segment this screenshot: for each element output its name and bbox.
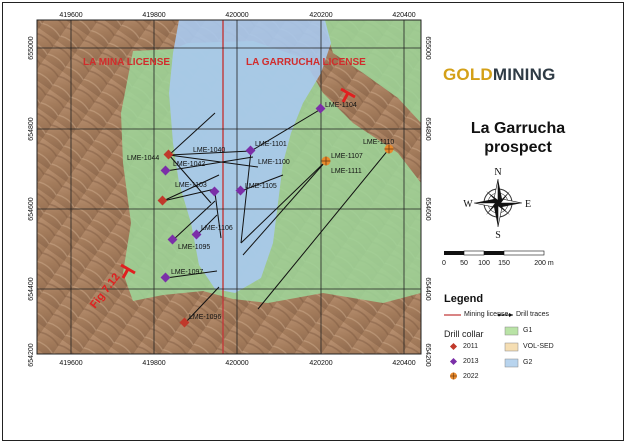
label-lme-1097: LME-1097 <box>171 269 203 276</box>
figure-frame: LME-1104 LME-1110 LME-1107 LME-1111 LME-… <box>2 2 624 441</box>
compass-w: W <box>463 199 473 210</box>
legend-volsed-swatch <box>504 342 519 352</box>
scale-label-150: 150 <box>498 260 510 267</box>
grid-x-label-bottom-3: 420200 <box>309 360 332 367</box>
compass-e: E <box>525 199 531 210</box>
grid-x-label-bottom-1: 419800 <box>142 360 165 367</box>
collar-lme-1097[interactable] <box>160 272 171 283</box>
map-border <box>36 19 422 355</box>
label-lme-1096: LME-1096 <box>189 314 221 321</box>
fig-section-marker-sw <box>120 263 136 279</box>
legend-g1-label: G1 <box>523 327 533 334</box>
compass-s: S <box>495 230 501 241</box>
compass-n: N <box>494 167 501 178</box>
grid-y-label-right-3: 654400 <box>424 277 431 300</box>
la-garrucha-license-label: LA GARRUCHA LICENSE <box>246 57 366 68</box>
legend-volsed-label: VOL-SED <box>523 343 554 350</box>
grid-y-label-right-2: 654600 <box>424 197 431 220</box>
grid-x-label-bottom-4: 420400 <box>392 360 415 367</box>
scale-label-200: 200 m <box>534 260 554 267</box>
scale-bar: 0 50 100 150 200 m <box>442 250 554 267</box>
legend-2013-marker <box>449 357 458 366</box>
collar-lme-1110[interactable] <box>384 144 394 154</box>
grid-y-label-right-0: 655000 <box>424 36 431 59</box>
la-mina-license-label: LA MINA LICENSE <box>83 57 170 68</box>
compass-rose-icon <box>473 178 523 228</box>
logo-gold-text: GOLD <box>443 65 493 84</box>
scale-label-100: 100 <box>478 260 490 267</box>
grid-x-label-top-4: 420400 <box>392 12 415 19</box>
collar-lme-1095[interactable] <box>167 234 178 245</box>
prospect-title: La Garrucha prospect <box>443 119 593 157</box>
legend-g2-label: G2 <box>523 359 533 366</box>
collar-lme-2011b[interactable] <box>157 195 168 206</box>
label-lme-1110: LME-1110 <box>363 139 394 146</box>
label-lme-1106: LME-1106 <box>201 225 233 232</box>
prospect-title-line-1: La Garrucha <box>470 120 566 137</box>
legend-2013-label: 2013 <box>463 358 479 365</box>
grid-y-label-left-2: 654600 <box>28 197 35 220</box>
grid-x-label-bottom-0: 419600 <box>59 360 82 367</box>
grid-y-label-left-0: 655000 <box>28 36 35 59</box>
grid-x-label-top-1: 419800 <box>142 12 165 19</box>
label-lme-1042: LME-1042 <box>173 161 205 168</box>
collar-lme-1044[interactable] <box>163 149 174 160</box>
collar-lme-1040[interactable] <box>245 145 256 156</box>
collar-lme-1042[interactable] <box>160 165 171 176</box>
label-lme-1101: LME-1101 <box>255 141 287 148</box>
map-area: LME-1104 LME-1110 LME-1107 LME-1111 LME-… <box>28 12 431 367</box>
drill-traces <box>162 108 390 324</box>
legend-drill-collar-title: Drill collar <box>444 329 484 339</box>
legend-2011-marker <box>449 342 458 351</box>
legend-title: Legend <box>444 293 484 305</box>
legend-g2-swatch <box>504 358 519 368</box>
label-lme-1100: LME-1100 <box>258 159 290 166</box>
label-lme-1104: LME-1104 <box>325 102 357 109</box>
legend-2011-label: 2011 <box>463 343 479 350</box>
grid-x-label-bottom-2: 420000 <box>225 360 248 367</box>
collar-lme-1107[interactable] <box>321 156 331 166</box>
label-lme-1095: LME-1095 <box>178 244 210 251</box>
legend-symbols <box>444 313 519 380</box>
grid-y-label-left-1: 654800 <box>28 117 35 140</box>
legend-g1-swatch <box>504 326 519 336</box>
g1-zone-northeast <box>323 20 421 123</box>
fig-section-marker-ne <box>340 87 356 103</box>
scale-label-50: 50 <box>460 260 468 267</box>
collar-lme-1103[interactable] <box>209 186 220 197</box>
label-lme-1105: LME-1105 <box>245 183 277 190</box>
grid-x-label-top-3: 420200 <box>309 12 332 19</box>
scale-label-0: 0 <box>442 260 446 267</box>
goldmining-logo: GOLDMINING <box>443 65 556 85</box>
grid-y-label-right-4: 654200 <box>424 343 431 366</box>
legend-2022-label: 2022 <box>463 373 479 380</box>
legend-2022-marker <box>450 372 457 380</box>
grid-x-label-top-2: 420000 <box>225 12 248 19</box>
grid-y-label-right-1: 654800 <box>424 117 431 140</box>
prospect-title-line-2: prospect <box>484 139 552 156</box>
coordinate-grid <box>37 20 421 354</box>
grid-y-label-left-3: 654400 <box>28 277 35 300</box>
grid-x-label-top-0: 419600 <box>59 12 82 19</box>
legend-mining-license-label: Mining license <box>464 311 509 318</box>
collar-lme-1105[interactable] <box>235 185 246 196</box>
label-lme-1040: LME-1040 <box>193 147 225 154</box>
label-lme-1111: LME-1111 <box>331 168 362 175</box>
drill-collars <box>157 103 394 328</box>
collar-lme-1106[interactable] <box>191 229 202 240</box>
legend-drill-traces-label: Drill traces <box>516 311 550 318</box>
label-lme-1107: LME-1107 <box>331 153 363 160</box>
logo-mining-text: MINING <box>492 65 556 84</box>
collar-lme-1096[interactable] <box>179 317 190 328</box>
label-lme-1103: LME-1103 <box>175 182 207 189</box>
grid-y-label-left-4: 654200 <box>28 343 35 366</box>
map-canvas: LME-1104 LME-1110 LME-1107 LME-1111 LME-… <box>28 12 554 380</box>
label-lme-1044: LME-1044 <box>127 155 159 162</box>
